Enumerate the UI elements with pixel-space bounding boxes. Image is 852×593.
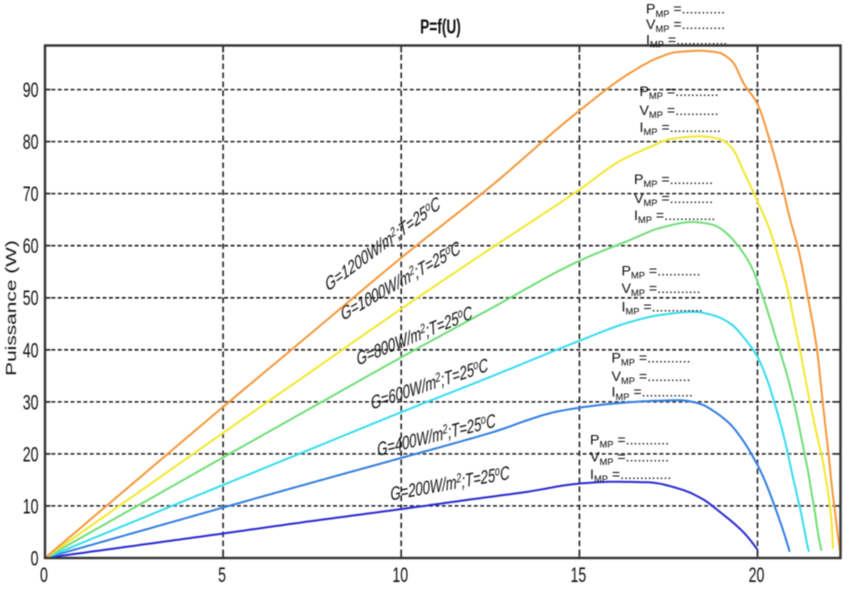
svg-text:Puissance (W): Puissance (W) [3,240,19,376]
svg-text:90: 90 [23,78,39,101]
svg-text:0: 0 [40,563,48,586]
svg-text:20: 20 [749,563,765,586]
svg-text:15: 15 [571,563,587,586]
svg-text:P=f(U): P=f(U) [420,15,461,38]
svg-text:30: 30 [23,391,39,414]
svg-text:IMP =.............: IMP =............. [590,467,671,484]
svg-text:VMP =...........: VMP =........... [646,17,725,34]
svg-text:IMP =.............: IMP =............. [646,33,727,50]
svg-text:IMP =.............: IMP =............. [612,385,693,402]
svg-text:0: 0 [31,547,39,570]
svg-text:70: 70 [23,182,39,205]
svg-text:10: 10 [392,563,408,586]
svg-text:IMP =.............: IMP =............. [640,120,721,137]
svg-text:20: 20 [23,443,39,466]
svg-text:50: 50 [23,286,39,309]
svg-text:40: 40 [23,339,39,362]
svg-text:80: 80 [23,130,39,153]
svg-text:60: 60 [23,234,39,257]
svg-text:10: 10 [23,495,39,518]
svg-text:IMP =.............: IMP =............. [634,208,715,225]
svg-text:IMP =.............: IMP =............. [622,299,703,316]
svg-text:5: 5 [218,563,226,586]
